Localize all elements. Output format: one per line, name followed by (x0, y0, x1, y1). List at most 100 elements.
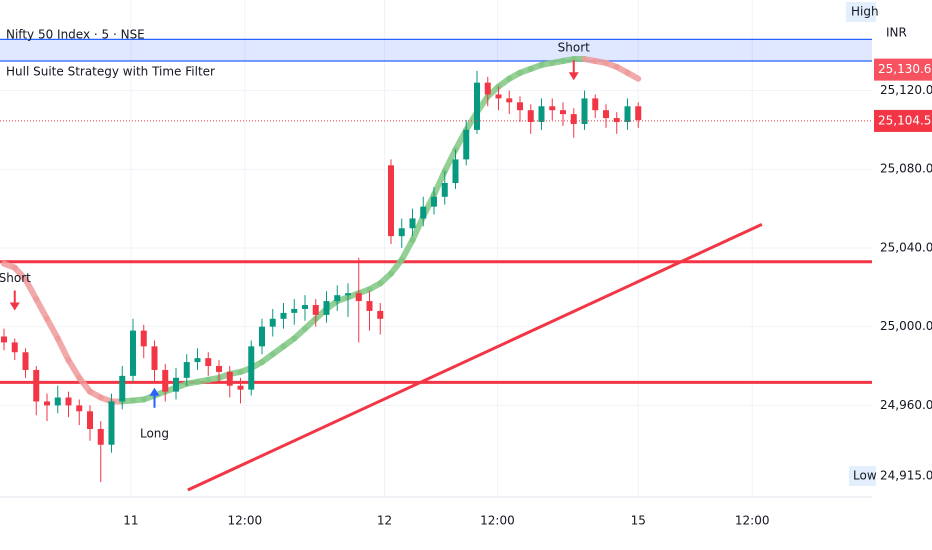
x-tick-label: 15 (631, 514, 646, 528)
hull-segment (54, 335, 72, 364)
candle-body (355, 293, 362, 302)
hull-segment (398, 237, 416, 263)
x-tick-label: 12 (377, 514, 392, 528)
candle-body (527, 110, 534, 123)
y-tick-label: 25,000.00 (880, 319, 932, 333)
candle-body (162, 369, 169, 392)
candle-body (173, 377, 179, 392)
candle-body (420, 206, 427, 219)
candle-body (431, 196, 437, 207)
signal-label: Short (558, 41, 590, 55)
candle-body (130, 330, 136, 376)
hull-segment (22, 276, 40, 303)
signal-arrowhead (9, 302, 20, 311)
candle-body (495, 94, 502, 99)
candle-body (603, 110, 609, 119)
x-tick-label: 12:00 (735, 514, 770, 528)
candle-body (635, 106, 642, 121)
high-badge-label: High (851, 5, 879, 19)
candle-body (140, 330, 147, 347)
candle-body (592, 98, 599, 111)
trend-line (187, 222, 763, 492)
candle-body (280, 312, 287, 319)
x-tick-label: 12:00 (228, 514, 263, 528)
candle-body (205, 358, 212, 367)
y-tick-label: 25,040.00 (880, 240, 932, 254)
candle-body (549, 106, 556, 111)
candle-body (302, 305, 308, 309)
candle-body (366, 301, 373, 311)
candle-body (33, 369, 40, 402)
low-badge (849, 466, 876, 486)
candle-body (484, 82, 491, 95)
candle-body (452, 159, 459, 184)
candle-body (581, 98, 588, 124)
candle-body (334, 295, 341, 302)
candle-body (506, 98, 513, 103)
candle-body (409, 218, 416, 229)
y-tick-label: 25,120.00 (880, 83, 932, 97)
candle-body (1, 336, 7, 343)
low-value: 24,915.05 (880, 469, 932, 483)
candle-body (108, 401, 115, 445)
candle-body (119, 375, 126, 402)
hull-segment (44, 315, 61, 342)
zone (0, 39, 872, 62)
candle-body (345, 293, 351, 296)
hull-segment (441, 146, 459, 175)
candle-body (65, 397, 72, 406)
candle-body (226, 371, 233, 386)
candle-body (613, 118, 620, 123)
candle-body (398, 228, 405, 237)
candle-body (237, 385, 244, 390)
candle-body (22, 352, 29, 370)
candle-body (76, 405, 83, 412)
candle-body (54, 397, 61, 406)
candle-body (183, 362, 190, 378)
chart-title: Nifty 50 Index · 5 · NSE (6, 28, 145, 42)
price-badge (874, 109, 932, 132)
hull-segment (431, 168, 448, 198)
candle-body (259, 326, 265, 347)
candle-body (248, 346, 255, 390)
x-tick-label: 12:00 (480, 514, 515, 528)
x-tick-label: 11 (123, 514, 138, 528)
candle-body (388, 165, 394, 237)
candle-body (151, 346, 158, 370)
candle-body (570, 114, 577, 124)
candle-body (441, 183, 448, 197)
candle-body (291, 308, 298, 313)
candle-body (463, 129, 470, 160)
candle-body (323, 301, 330, 315)
hull-segment (65, 357, 83, 381)
candle-body (269, 318, 276, 327)
candle-body (216, 366, 222, 372)
signal-label: Long (140, 426, 169, 440)
candle-body (517, 102, 523, 111)
candle-body (560, 110, 566, 115)
candle-body (97, 428, 104, 445)
candle-body (377, 310, 384, 319)
signal-arrowhead (568, 72, 579, 81)
hull-segment (33, 296, 50, 322)
candle-body (538, 106, 545, 123)
candle-body (11, 342, 18, 353)
hull-segment (409, 213, 427, 244)
indicator-name: Hull Suite Strategy with Time Filter (6, 65, 215, 79)
price-badge (874, 58, 932, 81)
y-tick-label: 25,080.00 (880, 162, 932, 176)
candle-body (624, 106, 631, 123)
low-badge-label: Low (853, 469, 877, 483)
high-badge (846, 2, 876, 22)
currency: INR (886, 26, 907, 40)
price-label: 25,130.62 (878, 62, 932, 76)
signal-label: Short (0, 271, 31, 285)
signal-arrowhead (149, 387, 160, 396)
candle-body (87, 411, 93, 429)
candle-body (44, 401, 50, 406)
candle-body (312, 305, 319, 315)
hull-segment (624, 69, 642, 82)
y-tick-label: 24,960.00 (880, 398, 932, 412)
